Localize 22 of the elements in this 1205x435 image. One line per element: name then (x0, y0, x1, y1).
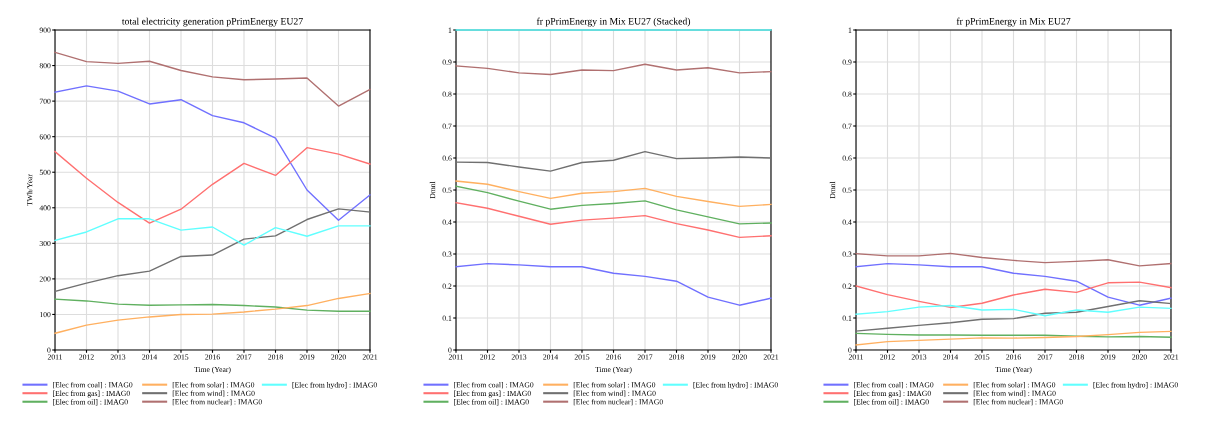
line-series (455, 262, 772, 306)
line-series (455, 202, 772, 239)
line-series (54, 298, 371, 312)
line-series (455, 185, 772, 225)
line-series (54, 85, 371, 221)
line-series (455, 63, 772, 76)
line-series (855, 304, 1172, 317)
line-series (455, 180, 772, 208)
line-series (54, 51, 371, 107)
line-series (455, 150, 772, 172)
line-series (54, 218, 371, 246)
line-series (54, 292, 371, 334)
line-series (855, 330, 1172, 346)
line-series (855, 300, 1172, 332)
chart-title: fr pPrimEnergy in Mix EU27 (956, 17, 1071, 27)
chart-title: fr pPrimEnergy in Mix EU27 (Stacked) (536, 17, 691, 27)
line-series (54, 146, 371, 224)
line-series (855, 252, 1172, 267)
chart-title: total electricity generation pPrimEnergy EU27 (121, 17, 303, 27)
line-series (855, 281, 1172, 309)
line-series (855, 262, 1172, 306)
line-series (54, 208, 371, 293)
